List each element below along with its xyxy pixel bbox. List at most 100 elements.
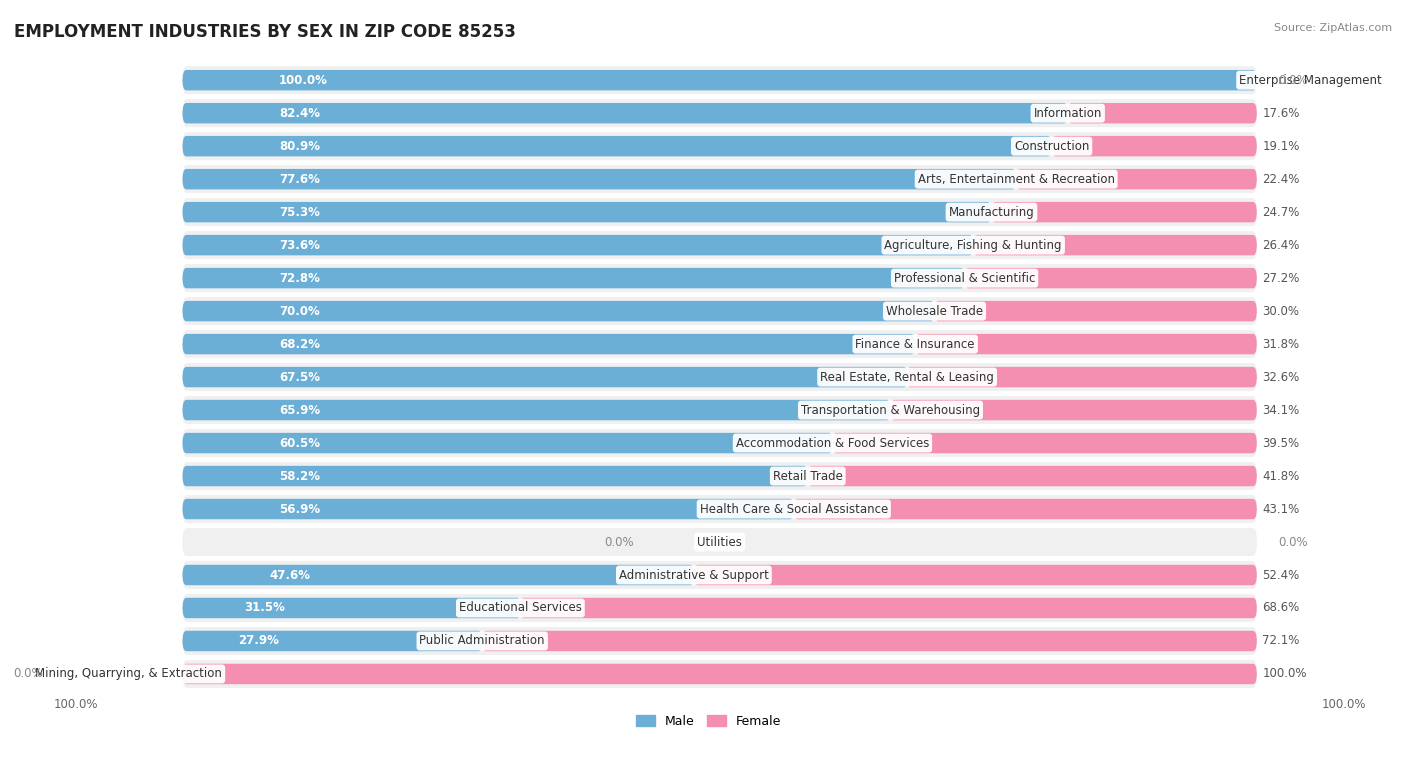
FancyBboxPatch shape (183, 268, 965, 289)
FancyBboxPatch shape (794, 499, 1257, 519)
Text: Agriculture, Fishing & Hunting: Agriculture, Fishing & Hunting (884, 239, 1062, 251)
FancyBboxPatch shape (1017, 169, 1257, 189)
Text: Wholesale Trade: Wholesale Trade (886, 305, 983, 317)
Text: 19.1%: 19.1% (1263, 140, 1299, 153)
Text: 32.6%: 32.6% (1263, 371, 1299, 383)
FancyBboxPatch shape (183, 264, 1257, 292)
Text: 73.6%: 73.6% (280, 239, 321, 251)
Text: 52.4%: 52.4% (1263, 569, 1299, 581)
Text: Manufacturing: Manufacturing (949, 206, 1035, 219)
FancyBboxPatch shape (183, 202, 991, 223)
FancyBboxPatch shape (991, 202, 1257, 223)
Text: 77.6%: 77.6% (280, 172, 321, 185)
FancyBboxPatch shape (183, 429, 1257, 457)
FancyBboxPatch shape (935, 301, 1257, 321)
FancyBboxPatch shape (183, 433, 832, 453)
FancyBboxPatch shape (183, 330, 1257, 358)
FancyBboxPatch shape (183, 334, 915, 355)
Text: Enterprise Management: Enterprise Management (1239, 74, 1382, 87)
FancyBboxPatch shape (183, 499, 794, 519)
Text: 68.2%: 68.2% (280, 338, 321, 351)
Text: 75.3%: 75.3% (280, 206, 321, 219)
FancyBboxPatch shape (183, 70, 1257, 91)
Text: Source: ZipAtlas.com: Source: ZipAtlas.com (1274, 23, 1392, 33)
FancyBboxPatch shape (1067, 103, 1257, 123)
Text: 0.0%: 0.0% (1278, 535, 1308, 549)
Text: Administrative & Support: Administrative & Support (619, 569, 769, 581)
FancyBboxPatch shape (183, 169, 1017, 189)
Text: 65.9%: 65.9% (280, 404, 321, 417)
Text: Information: Information (1033, 106, 1102, 120)
Text: 24.7%: 24.7% (1263, 206, 1299, 219)
FancyBboxPatch shape (832, 433, 1257, 453)
Text: Utilities: Utilities (697, 535, 742, 549)
Text: Construction: Construction (1014, 140, 1090, 153)
Text: 82.4%: 82.4% (280, 106, 321, 120)
FancyBboxPatch shape (183, 462, 1257, 490)
Text: Real Estate, Rental & Leasing: Real Estate, Rental & Leasing (820, 371, 994, 383)
Text: 0.0%: 0.0% (1278, 74, 1308, 87)
FancyBboxPatch shape (183, 598, 520, 618)
Text: 60.5%: 60.5% (280, 437, 321, 449)
FancyBboxPatch shape (183, 400, 890, 421)
Text: Educational Services: Educational Services (458, 601, 582, 615)
Text: 56.9%: 56.9% (280, 503, 321, 515)
FancyBboxPatch shape (183, 396, 1257, 424)
FancyBboxPatch shape (183, 99, 1257, 127)
FancyBboxPatch shape (183, 466, 808, 487)
Text: 47.6%: 47.6% (270, 569, 311, 581)
FancyBboxPatch shape (907, 367, 1257, 387)
FancyBboxPatch shape (183, 235, 973, 255)
Text: Transportation & Warehousing: Transportation & Warehousing (801, 404, 980, 417)
Text: 100.0%: 100.0% (53, 698, 98, 711)
Text: 72.1%: 72.1% (1263, 635, 1299, 647)
Text: 70.0%: 70.0% (280, 305, 321, 317)
FancyBboxPatch shape (1052, 136, 1257, 157)
FancyBboxPatch shape (183, 631, 482, 651)
Text: 80.9%: 80.9% (280, 140, 321, 153)
Text: Retail Trade: Retail Trade (773, 469, 842, 483)
FancyBboxPatch shape (183, 627, 1257, 655)
FancyBboxPatch shape (183, 165, 1257, 193)
FancyBboxPatch shape (965, 268, 1257, 289)
Text: Accommodation & Food Services: Accommodation & Food Services (735, 437, 929, 449)
FancyBboxPatch shape (183, 297, 1257, 325)
FancyBboxPatch shape (183, 231, 1257, 259)
FancyBboxPatch shape (183, 66, 1257, 94)
Text: 41.8%: 41.8% (1263, 469, 1299, 483)
Legend: Male, Female: Male, Female (631, 710, 786, 733)
FancyBboxPatch shape (183, 136, 1052, 157)
FancyBboxPatch shape (482, 631, 1257, 651)
FancyBboxPatch shape (183, 132, 1257, 160)
FancyBboxPatch shape (183, 495, 1257, 523)
Text: Finance & Insurance: Finance & Insurance (855, 338, 974, 351)
Text: 100.0%: 100.0% (280, 74, 328, 87)
FancyBboxPatch shape (520, 598, 1257, 618)
Text: Health Care & Social Assistance: Health Care & Social Assistance (700, 503, 889, 515)
Text: 100.0%: 100.0% (1322, 698, 1365, 711)
Text: 31.8%: 31.8% (1263, 338, 1299, 351)
Text: 68.6%: 68.6% (1263, 601, 1299, 615)
Text: 27.2%: 27.2% (1263, 272, 1299, 285)
FancyBboxPatch shape (183, 561, 1257, 589)
Text: EMPLOYMENT INDUSTRIES BY SEX IN ZIP CODE 85253: EMPLOYMENT INDUSTRIES BY SEX IN ZIP CODE… (14, 23, 516, 41)
FancyBboxPatch shape (183, 363, 1257, 391)
FancyBboxPatch shape (808, 466, 1257, 487)
FancyBboxPatch shape (183, 594, 1257, 622)
Text: 100.0%: 100.0% (1263, 667, 1306, 681)
Text: 22.4%: 22.4% (1263, 172, 1299, 185)
FancyBboxPatch shape (183, 103, 1067, 123)
Text: 30.0%: 30.0% (1263, 305, 1299, 317)
FancyBboxPatch shape (183, 367, 908, 387)
FancyBboxPatch shape (183, 660, 1257, 688)
Text: 67.5%: 67.5% (280, 371, 321, 383)
FancyBboxPatch shape (890, 400, 1257, 421)
Text: Arts, Entertainment & Recreation: Arts, Entertainment & Recreation (918, 172, 1115, 185)
FancyBboxPatch shape (183, 301, 935, 321)
Text: 58.2%: 58.2% (280, 469, 321, 483)
FancyBboxPatch shape (915, 334, 1257, 355)
Text: 27.9%: 27.9% (238, 635, 278, 647)
Text: 39.5%: 39.5% (1263, 437, 1299, 449)
FancyBboxPatch shape (183, 565, 695, 585)
FancyBboxPatch shape (183, 528, 1257, 556)
